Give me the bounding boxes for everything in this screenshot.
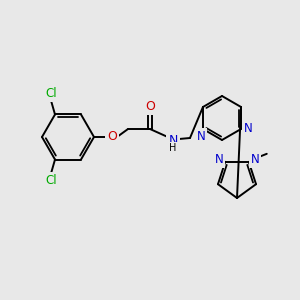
Text: H: H <box>169 143 177 153</box>
Text: Cl: Cl <box>45 87 57 100</box>
Text: N: N <box>215 153 224 166</box>
Text: N: N <box>250 153 259 166</box>
Text: O: O <box>107 130 117 143</box>
Text: N: N <box>168 134 178 148</box>
Text: N: N <box>244 122 252 136</box>
Text: Cl: Cl <box>45 174 57 187</box>
Text: O: O <box>145 100 155 113</box>
Text: N: N <box>196 130 205 142</box>
